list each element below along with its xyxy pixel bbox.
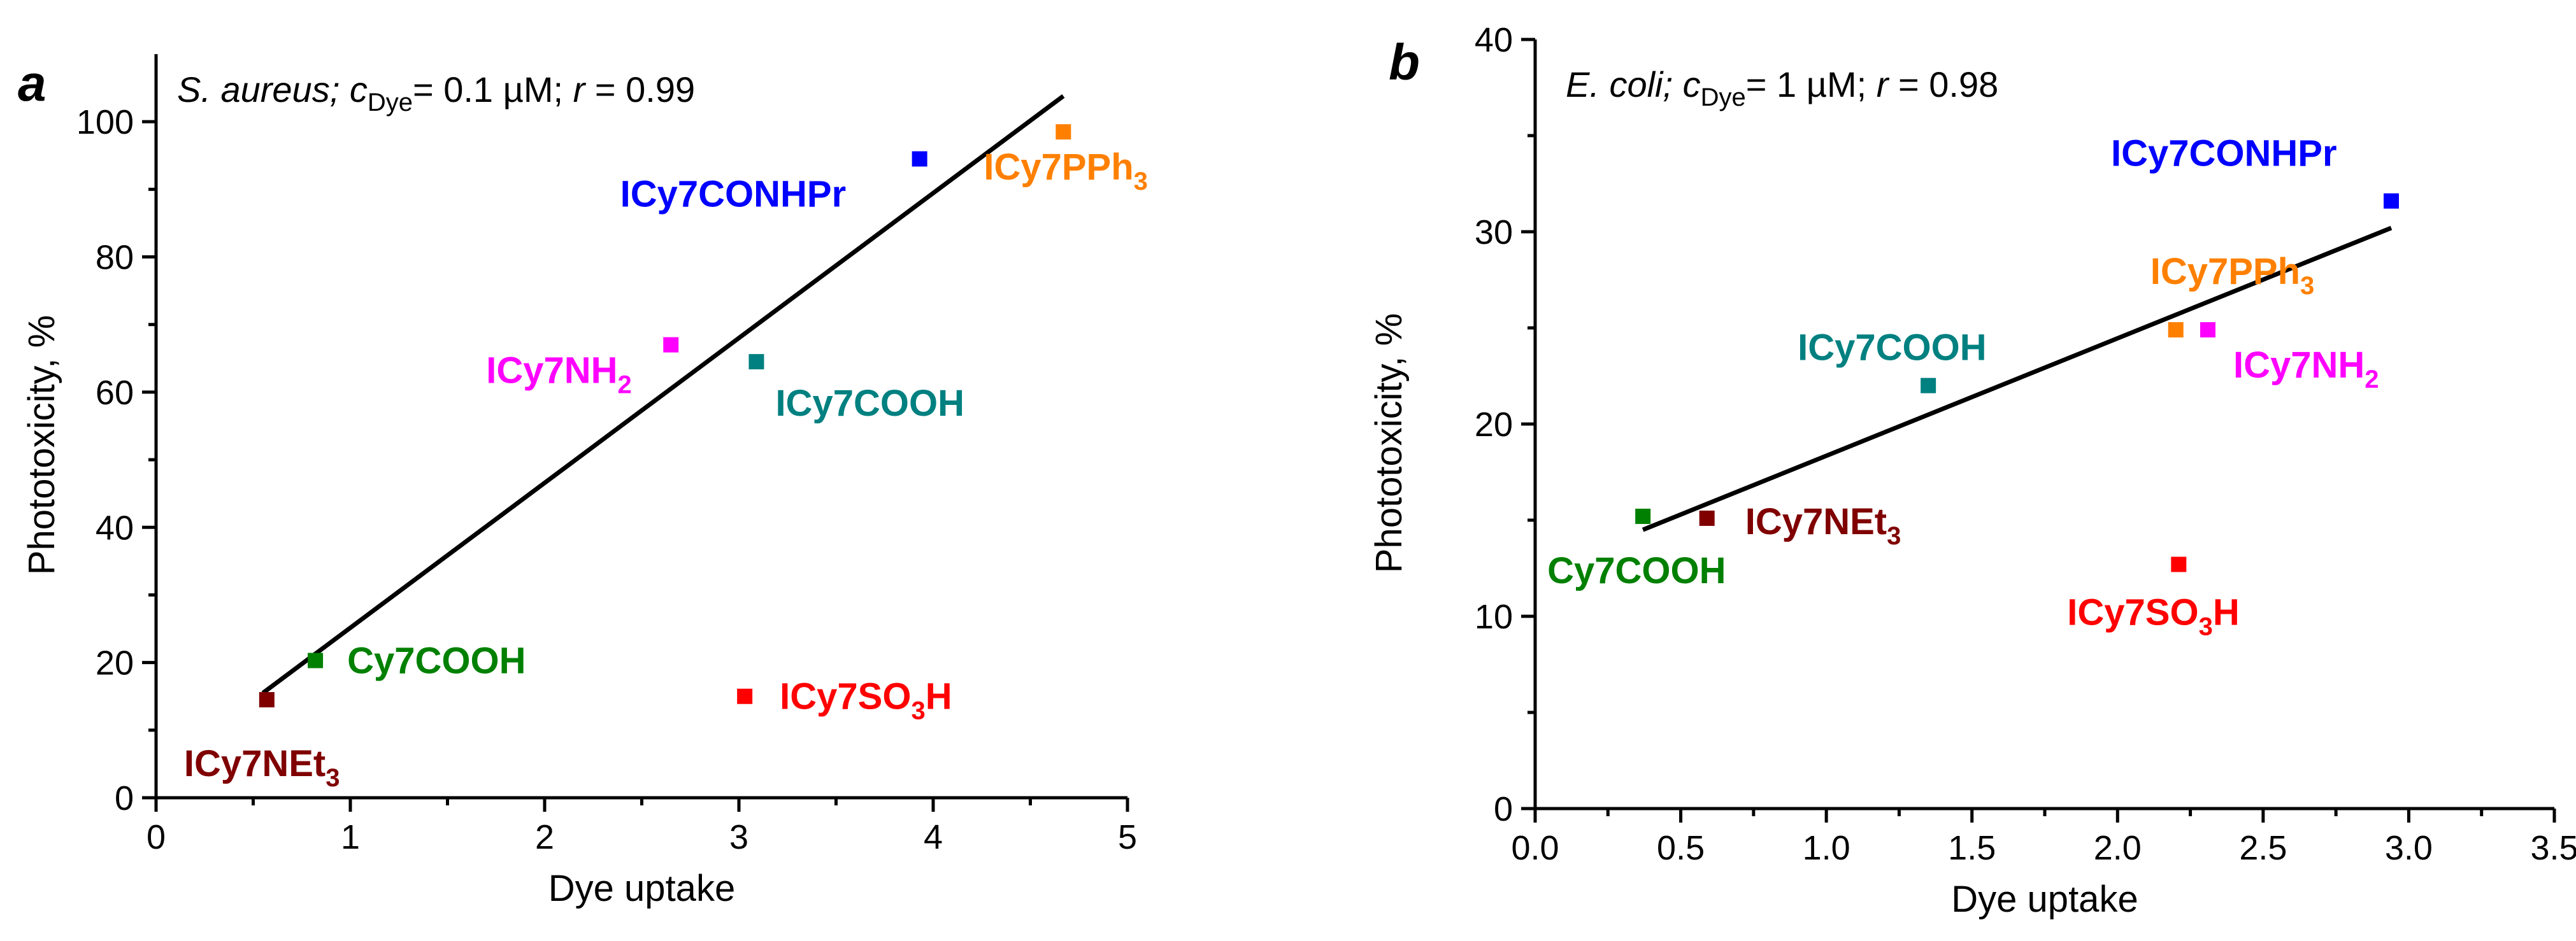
y-tick-label: 100 [76,103,134,141]
data-point-label: Cy7COOH [1547,550,1726,591]
x-axis-title: Dye uptake [548,868,735,909]
panel-title-conc: = 1 µM; [1746,64,1877,104]
data-point-label: ICy7PPh3 [984,146,1148,195]
y-axis-title: Phototoxicity, % [21,315,62,575]
y-tick-label: 0 [1494,790,1513,828]
data-point-label: ICy7COOH [775,383,964,424]
panel-title-r: r [1877,64,1890,104]
x-tick-label: 3.5 [2530,829,2576,867]
data-point-label: Cy7COOH [347,640,526,681]
panel-title-c: c [350,69,368,110]
fit-line [1642,225,2393,532]
y-tick-label: 80 [96,239,134,277]
x-tick-label: 3.0 [2385,829,2433,867]
data-point [2384,193,2399,209]
x-tick-label: 2.5 [2239,829,2287,867]
panel-letter: b [1389,34,1420,90]
panel-title: S. aureus; cDye= 0.1 µM; r = 0.99 [177,69,695,117]
data-point-label: ICy7NEt3 [1745,501,1901,550]
x-tick-label: 1 [341,818,360,856]
data-point [308,653,324,669]
x-axis-title: Dye uptake [1951,879,2138,920]
y-tick-label: 20 [1475,406,1513,444]
data-point [2200,322,2215,338]
x-tick-label: 1.0 [1803,829,1850,867]
data-point-label: ICy7NH2 [2233,344,2379,393]
x-tick-label: 4 [924,818,943,856]
y-tick-label: 30 [1475,213,1513,251]
data-point [1921,378,1936,393]
data-point-label: ICy7NH2 [486,350,632,399]
x-tick-label: 1.5 [1948,829,1996,867]
panel-a: 0 1 2 3 4 5 0 20 40 60 80 100 Dye uptake Phototoxicit… [18,54,1148,909]
data-point [912,151,927,167]
panel-b: 0.0 0.5 1.0 1.5 2.0 2.5 3.0 3.5 0 10 20 30 40 Dye upt… [1368,21,2576,920]
data-point [737,688,753,704]
x-tick-label: 2 [535,818,554,856]
data-point-label: ICy7SO3H [2067,591,2239,640]
panel-letter: a [18,55,47,111]
data-point [259,692,275,708]
y-tick-label: 40 [1475,21,1513,59]
data-point [1699,510,1715,526]
panel-title-c-sub: Dye [368,88,413,117]
data-point-label: ICy7CONHPr [620,174,847,215]
fit-line [261,94,1065,695]
x-tick-label: 2.0 [2094,829,2142,867]
data-point-label: ICy7PPh3 [2150,251,2315,300]
panel-title-r: r [573,69,587,110]
data-point [1635,508,1651,524]
data-point [2168,322,2184,338]
data-point [1055,124,1071,140]
panel-title-c: c [1683,64,1701,104]
data-point [748,354,764,370]
panel-title-organism: S. aureus; [177,69,350,110]
y-tick-label: 60 [96,374,134,412]
y-tick-label: 20 [96,644,134,683]
data-point [663,337,679,353]
x-tick-label: 0 [147,818,166,856]
x-tick-label: 5 [1118,818,1137,856]
data-point [2171,556,2187,572]
x-tick-label: 0.0 [1511,829,1559,867]
panel-title-r-val: = 0.98 [1888,64,1998,104]
panel-title-conc: = 0.1 µM; [413,69,573,110]
y-axis-title: Phototoxicity, % [1368,313,1410,573]
y-tick-label: 0 [115,779,134,817]
y-tick-label: 40 [96,509,134,547]
panel-title-c-sub: Dye [1701,83,1746,111]
panel-title-r-val: = 0.99 [585,69,695,110]
x-tick-label: 3 [729,818,748,856]
panel-title-organism: E. coli; [1566,64,1683,104]
panel-title: E. coli; cDye= 1 µM; r = 0.98 [1566,64,1998,111]
data-point-label: ICy7SO3H [780,676,952,725]
data-point-label: ICy7CONHPr [2111,133,2337,174]
data-point-label: ICy7NEt3 [184,743,340,792]
x-tick-label: 0.5 [1657,829,1705,867]
data-point-label: ICy7COOH [1798,327,1987,369]
y-tick-label: 10 [1475,598,1513,636]
